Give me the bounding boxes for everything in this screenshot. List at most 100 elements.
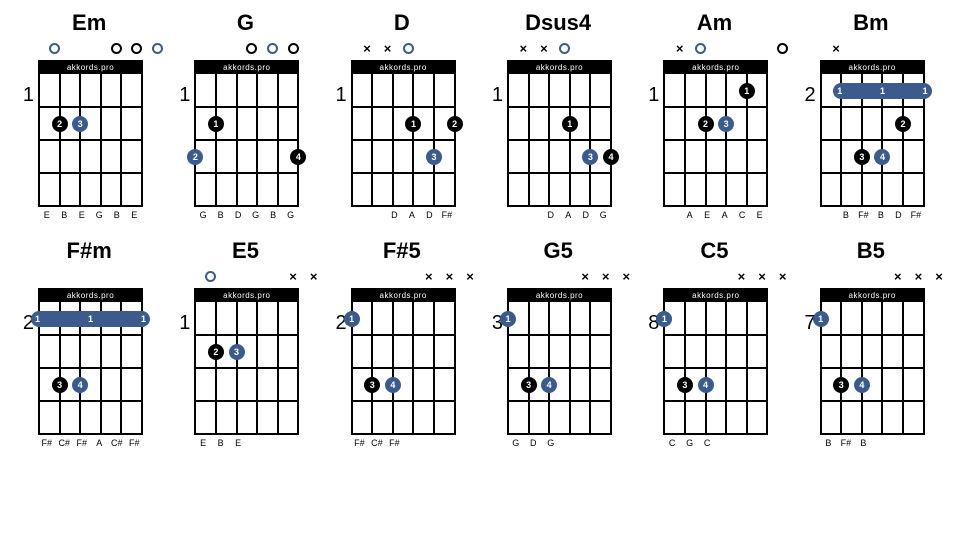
note-label: E [194,438,212,448]
mute-mark: × [422,270,436,284]
open-mark [111,43,122,54]
note-label: B [872,210,890,220]
chord-diagram: G5×××3akkords.pro134GDG [489,238,627,448]
notes-row: GDG [507,438,612,448]
fretboard: 134 [663,302,768,434]
note-label: D [542,210,560,220]
note-label: C [733,210,751,220]
fretboard: 23 [38,74,143,206]
note-label: G [247,210,265,220]
note-label: B [108,210,126,220]
start-fret-label: 1 [645,60,663,107]
note-label: F# [855,210,873,220]
nut-bar: akkords.pro [507,60,612,74]
notes-row: DADG [507,210,612,220]
chord-grid: Em1akkords.pro23EBEGBEG1akkords.pro124GB… [20,10,940,448]
open-mark [131,43,142,54]
notes-row: F#C#F# [351,438,456,448]
chord-name: B5 [857,238,885,264]
top-markers: × [679,42,784,58]
nut-bar: akkords.pro [38,60,143,74]
top-markers [210,42,315,58]
mute-mark: × [307,270,321,284]
fretboard: 124 [194,74,299,206]
top-markers: ××× [835,270,940,286]
finger-dot: 4 [72,377,88,393]
fretboard: 134 [820,302,925,434]
start-fret-label: 1 [176,288,194,335]
notes-row: DADF# [351,210,456,220]
note-label [733,438,751,448]
note-label [421,438,439,448]
note-label [559,438,577,448]
note-label: A [403,210,421,220]
note-label: D [524,438,542,448]
note-label: G [282,210,300,220]
barre: 111 [31,311,150,327]
top-markers: ××× [679,270,784,286]
chord-name: E5 [232,238,259,264]
chord-name: Am [697,10,732,36]
watermark: akkords.pro [223,63,270,72]
start-fret-label: 1 [20,60,38,107]
mute-mark: × [360,42,374,56]
fretboard: 134 [507,302,612,434]
mute-mark: × [755,270,769,284]
note-label [351,210,369,220]
notes-row: CGC [663,438,768,448]
top-markers: ××× [366,270,471,286]
note-label [524,210,542,220]
finger-dot: 4 [854,377,870,393]
note-label: B [264,210,282,220]
nut-bar: akkords.pro [351,288,456,302]
finger-dot: 4 [541,377,557,393]
mute-mark: × [578,270,592,284]
open-mark [152,43,163,54]
mute-mark: × [776,270,790,284]
start-fret-label: 1 [489,60,507,107]
finger-dot: 2 [52,116,68,132]
note-label [594,438,612,448]
finger-dot: 3 [52,377,68,393]
note-label: F# [438,210,456,220]
note-label: B [56,210,74,220]
note-label: E [126,210,144,220]
nut-bar: akkords.pro [194,288,299,302]
open-mark [246,43,257,54]
note-label [282,438,300,448]
mute-mark: × [891,270,905,284]
mute-mark: × [381,42,395,56]
mute-mark: × [734,270,748,284]
chord-diagram: D××1akkords.pro123DADF# [333,10,471,220]
barre: 111 [833,83,931,99]
chord-name: F#5 [383,238,421,264]
chord-diagram: F#5×××2akkords.pro134F#C#F# [333,238,471,448]
chord-name: Bm [853,10,888,36]
note-label [507,210,525,220]
finger-dot: 2 [895,116,911,132]
nut-bar: akkords.pro [820,60,925,74]
finger-dot: 3 [364,377,380,393]
note-label: F# [351,438,369,448]
notes-row: AEACE [663,210,768,220]
mute-mark: × [619,270,633,284]
note-label: F# [386,438,404,448]
note-label: D [386,210,404,220]
chord-name: C5 [700,238,728,264]
fretboard: 123 [351,74,456,206]
nut-bar: akkords.pro [507,288,612,302]
finger-dot: 1 [500,311,516,327]
nut-bar: akkords.pro [351,60,456,74]
open-mark [205,271,216,282]
chord-name: G [237,10,254,36]
fretboard: 111234 [820,74,925,206]
watermark: akkords.pro [67,63,114,72]
mute-mark: × [829,42,843,56]
watermark: akkords.pro [223,291,270,300]
note-label [872,438,890,448]
chord-diagram: B5×××7akkords.pro134BF#B [802,238,940,448]
watermark: akkords.pro [849,63,896,72]
note-label: D [577,210,595,220]
mute-mark: × [286,270,300,284]
chord-diagram: E5××1akkords.pro23EBE [176,238,314,448]
